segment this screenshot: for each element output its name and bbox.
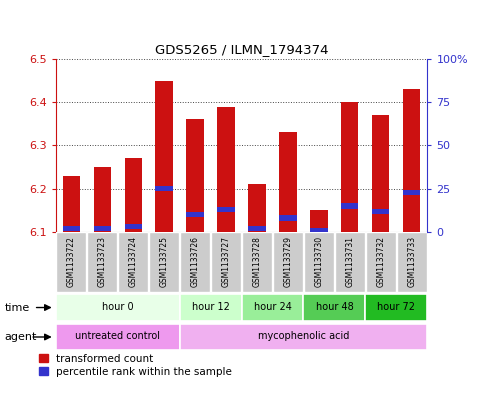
Legend: transformed count, percentile rank within the sample: transformed count, percentile rank withi…	[39, 354, 232, 377]
Text: hour 72: hour 72	[377, 302, 415, 312]
Bar	[248, 226, 266, 231]
FancyBboxPatch shape	[87, 233, 117, 292]
Bar	[280, 215, 297, 220]
Text: time: time	[5, 303, 30, 312]
Text: hour 24: hour 24	[254, 302, 291, 312]
Bar	[341, 203, 358, 209]
FancyBboxPatch shape	[180, 294, 242, 321]
Text: GSM1133723: GSM1133723	[98, 236, 107, 286]
Text: GSM1133733: GSM1133733	[408, 235, 416, 286]
Bar	[94, 226, 111, 231]
Bar	[311, 228, 327, 233]
FancyBboxPatch shape	[242, 294, 303, 321]
Bar	[248, 184, 266, 232]
FancyBboxPatch shape	[304, 233, 334, 292]
Text: GSM1133730: GSM1133730	[314, 235, 324, 286]
Bar	[403, 89, 421, 232]
Bar	[62, 226, 80, 231]
Bar	[372, 115, 389, 232]
FancyBboxPatch shape	[56, 233, 86, 292]
Text: hour 0: hour 0	[102, 302, 133, 312]
FancyBboxPatch shape	[149, 233, 179, 292]
Bar	[125, 224, 142, 229]
FancyBboxPatch shape	[118, 233, 148, 292]
Title: GDS5265 / ILMN_1794374: GDS5265 / ILMN_1794374	[155, 43, 328, 56]
Text: GSM1133731: GSM1133731	[345, 236, 355, 286]
Bar	[186, 119, 203, 232]
Bar	[280, 132, 297, 232]
Bar	[62, 176, 80, 232]
Text: GSM1133728: GSM1133728	[253, 236, 261, 286]
Bar	[311, 210, 327, 232]
Text: hour 12: hour 12	[192, 302, 229, 312]
Text: hour 48: hour 48	[315, 302, 354, 312]
Bar	[156, 81, 172, 232]
Bar	[217, 207, 235, 212]
FancyBboxPatch shape	[397, 233, 427, 292]
Text: GSM1133727: GSM1133727	[222, 236, 230, 286]
FancyBboxPatch shape	[180, 233, 210, 292]
FancyBboxPatch shape	[303, 294, 366, 321]
Text: agent: agent	[5, 332, 37, 342]
Bar	[186, 212, 203, 217]
FancyBboxPatch shape	[335, 233, 365, 292]
Text: mycophenolic acid: mycophenolic acid	[258, 331, 349, 342]
Bar	[372, 209, 389, 214]
Bar	[156, 186, 172, 191]
FancyBboxPatch shape	[242, 233, 272, 292]
Bar	[341, 102, 358, 232]
FancyBboxPatch shape	[366, 233, 396, 292]
Bar	[217, 107, 235, 232]
FancyBboxPatch shape	[56, 324, 180, 350]
Text: untreated control: untreated control	[75, 331, 160, 342]
Text: GSM1133724: GSM1133724	[128, 236, 138, 286]
Bar	[94, 167, 111, 232]
Text: GSM1133732: GSM1133732	[376, 236, 385, 286]
Bar	[403, 189, 421, 195]
Text: GSM1133722: GSM1133722	[67, 236, 75, 286]
FancyBboxPatch shape	[366, 294, 427, 321]
FancyBboxPatch shape	[56, 294, 180, 321]
Bar	[125, 158, 142, 232]
FancyBboxPatch shape	[180, 324, 427, 350]
FancyBboxPatch shape	[273, 233, 303, 292]
Text: GSM1133726: GSM1133726	[190, 236, 199, 286]
Text: GSM1133729: GSM1133729	[284, 236, 293, 286]
Text: GSM1133725: GSM1133725	[159, 236, 169, 286]
FancyBboxPatch shape	[211, 233, 241, 292]
